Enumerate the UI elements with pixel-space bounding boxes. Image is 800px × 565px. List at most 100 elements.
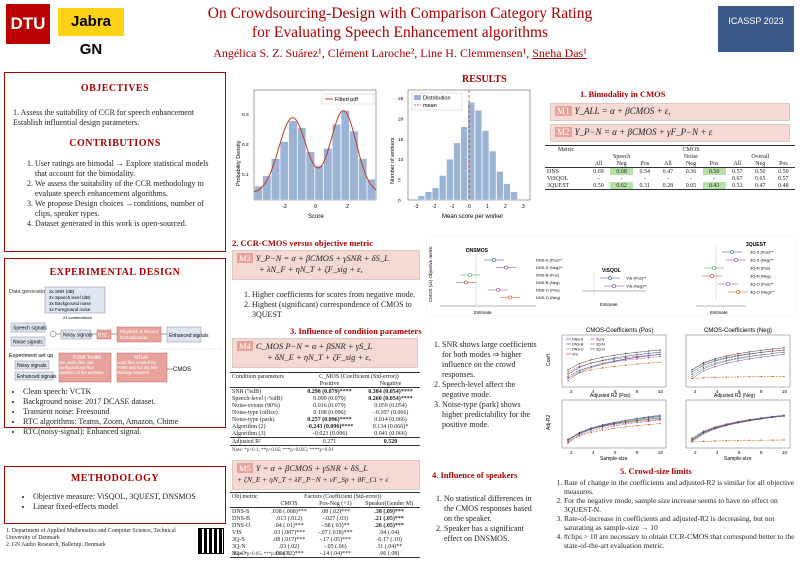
crowd-point (647, 419, 650, 421)
table-row: DNS-O .04 (.01)*** -.08 (.03)** .26 (.05)**… (230, 522, 420, 529)
table-cell: .03 (.007)*** (272, 529, 306, 536)
adj-pos-xlabel: Adjusted R2 (Pos) (590, 393, 631, 399)
table-cell: 0.50 (778, 168, 789, 175)
estimate-point (496, 288, 500, 292)
influence-point: SNR shows large coefficients for both mo… (442, 340, 540, 380)
table-cell: 0.36 (685, 168, 697, 175)
m3-tag: M3 (237, 253, 253, 263)
model-m1: M1 Y_ALL = α + βCMOS + ε, (550, 103, 790, 121)
hist-bar (271, 158, 280, 201)
m3-line-1: Y_P−N = α + βCMOS + γSNR + δS_L (255, 253, 389, 263)
crowd-legend-label: 3Q-N (596, 343, 605, 347)
crowd-line (567, 349, 661, 371)
pipeline-diagram: Data generation 2x SNR (dB) 2x Speech le… (7, 286, 223, 383)
hist2-xtick: -3 (414, 204, 419, 210)
table-cell: 0.69 (593, 168, 604, 175)
table-cell: 0.50 (702, 167, 726, 175)
forest-label: VIS (Pos)** (626, 276, 647, 281)
crowd-legend-label: DNS-S (572, 338, 584, 342)
hist2-xtick: -2 (432, 204, 437, 210)
hist-bar (489, 150, 497, 201)
crowd-xtick: 2 (570, 450, 573, 455)
model-m4: M4 C_MOS P−N = α + βSNR + γS_L + δN_E + ηN… (232, 338, 418, 368)
table-cell: - (643, 175, 646, 182)
hist2-ytick: 20 (398, 116, 404, 122)
estimate-point (736, 290, 740, 294)
crowd-point (714, 376, 716, 379)
crowd-point (702, 377, 705, 379)
contributions-heading: CONTRIBUTIONS (69, 138, 161, 149)
metric-name: DNS (547, 168, 560, 175)
table-row: DNS-B .013 (.012) -.027 (.03) .21 (.05)*** (230, 515, 420, 522)
table-cell: 0.28 (662, 182, 674, 189)
fitted-pdf-line (253, 110, 377, 193)
forest-estimate-label: Estimate (474, 310, 492, 315)
hist-bar (432, 187, 439, 201)
hist1-ytick: 0.3 (242, 112, 249, 118)
hist2-xtick: -1 (450, 204, 455, 210)
estimate-point (504, 265, 508, 270)
hist-bar (453, 142, 461, 201)
m1-equation: Y_ALL = α + βCMOS + ε, (574, 106, 671, 116)
experimental-bullet: RTC(noisy-signal): Enhanced signal. (23, 427, 223, 437)
hist2-xtick: 2 (504, 204, 507, 210)
experimental-bullet: Clean speech: VCTK (23, 387, 223, 397)
speakers-point: Speaker has a significant effect on DNSM… (444, 524, 540, 544)
forest-plot: CMOS (vs) Objective metric DNSMOS ViSQOL… (426, 236, 796, 316)
estimate-point (468, 273, 472, 277)
crowd-point (613, 365, 615, 368)
influence-col0: Condition parameters (232, 373, 284, 380)
objective-item: Establish influential design parameters. (13, 118, 140, 127)
gen-line: 1x Foreground noise (49, 307, 91, 312)
crowd-point (771, 350, 774, 352)
authors: Angélica S. Z. Suárez¹, Clément Laroche²… (150, 46, 650, 61)
coef-ylabel: Coeff. (546, 353, 552, 366)
table-cell: .38 (.09)*** (374, 508, 404, 515)
table-cell: -.17 (.05)*** (319, 536, 352, 543)
objectives-heading: OBJECTIVES (80, 83, 150, 94)
estimate-point (508, 295, 512, 300)
hist2-ytick: 10 (398, 157, 404, 163)
ccr-point: Higher coefficients for scores from nega… (252, 290, 420, 300)
hist-bar (288, 120, 298, 201)
gen-line: 3x Background noise (49, 301, 92, 306)
crowd-xtick: 4 (716, 389, 719, 394)
hist2-ytick: 5 (398, 178, 401, 184)
table-cell: DNS-S (232, 508, 250, 515)
forest-3quest-title: 3QUEST (746, 242, 766, 248)
estimate-point (464, 280, 468, 285)
hist1-legend: Fitted pdf (335, 97, 358, 103)
table-cell: 0.05 (685, 182, 697, 189)
forest-label: 3Q-S (Pos)** (750, 250, 774, 255)
cmos-col-header: Neg (616, 160, 627, 167)
hist2-legend: Distribution (423, 96, 451, 102)
crowd-point (624, 356, 627, 359)
influence-note: Note: *p<0.1; **p<0.05; ***p<0.025; ****… (232, 448, 334, 453)
table-cell: -.07 (.018)*** (318, 529, 353, 536)
crowd-line (567, 354, 661, 382)
crowd-xtick: 2 (570, 389, 573, 394)
contribution-item: User ratings are bimodal → Explore stati… (35, 159, 219, 179)
normalisation-label: Normalisation (120, 335, 148, 340)
histogram-score: Fitted pdf -2 0 2 Score 0.1 0.2 0.3 Prob… (236, 89, 377, 220)
crowd-point (783, 351, 785, 353)
table-cell: Adjusted R² (232, 438, 261, 445)
table-cell: 0.260 (0.054)**** (368, 395, 413, 402)
crowd-xtick: 8 (760, 389, 763, 394)
table-cell: 0.014 (0.066) (374, 416, 407, 423)
gen-line: 2x SNR (dB) (49, 289, 75, 294)
hist-bar (367, 179, 376, 201)
crowd-line (691, 347, 785, 371)
forest-estimate-label: Estimate (710, 310, 728, 315)
crowd-legend-label: 3Q-S (596, 338, 605, 342)
ccr-heading: 2. CCR-CMOS versus objective metric (232, 238, 373, 248)
adj-ylabel: Adj-R2 (546, 414, 552, 430)
size-xlabel: Sample-size (600, 456, 628, 462)
crowd-xtick: 6 (738, 450, 741, 455)
crowd-point (659, 422, 661, 425)
crowd-point (783, 439, 785, 441)
table-cell: DNS-O (232, 522, 251, 529)
influence-header: C_MOS (Coefficient (Std-error)) (319, 373, 399, 380)
table-cell: 0.257 (0.096)**** (307, 416, 352, 423)
cmos-col-header: Neg (685, 160, 696, 167)
